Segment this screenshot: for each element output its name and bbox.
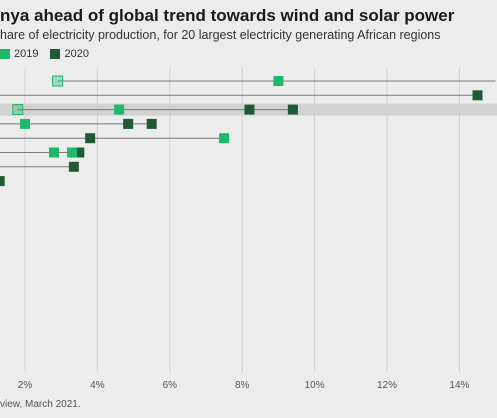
- x-tick-label: 14%: [449, 380, 469, 391]
- x-tick-label: 8%: [235, 380, 250, 391]
- x-tick-label: 12%: [377, 380, 397, 391]
- point-2020: [123, 118, 134, 129]
- point-2019: [273, 76, 284, 86]
- point-2020: [52, 75, 64, 87]
- point-2020: [85, 133, 96, 144]
- point-2020: [244, 104, 255, 115]
- x-tick-label: 6%: [163, 380, 178, 391]
- point-2020: [287, 104, 298, 115]
- legend-swatch-2019: [0, 49, 10, 59]
- point-2020: [68, 161, 79, 172]
- x-tick-label: 4%: [90, 380, 105, 391]
- legend-label-2020: 2020: [64, 48, 89, 60]
- x-tick-label: 2%: [18, 380, 33, 391]
- legend-swatch-2020: [50, 49, 61, 59]
- legend-label-2019: 2019: [14, 48, 39, 60]
- point-2019: [114, 104, 125, 115]
- point-2020: [472, 90, 483, 101]
- legend-item-2020: 2020: [50, 48, 89, 60]
- point-2020: [0, 176, 5, 187]
- legend-item-2019: 2019: [0, 48, 38, 60]
- x-tick-label: 10%: [305, 380, 325, 391]
- point-2019: [48, 147, 59, 158]
- chart-source: view, March 2021.: [0, 399, 81, 410]
- chart-subtitle: hare of electricity production, for 20 l…: [0, 28, 441, 42]
- point-2020: [74, 147, 85, 158]
- point-2020: [146, 118, 157, 129]
- chart-legend: 2019 2020: [0, 47, 101, 61]
- chart-title: nya ahead of global trend towards wind a…: [0, 6, 455, 25]
- point-2019: [12, 104, 24, 116]
- point-2019: [20, 118, 30, 129]
- point-2019: [219, 133, 230, 144]
- point-2019: [67, 147, 78, 158]
